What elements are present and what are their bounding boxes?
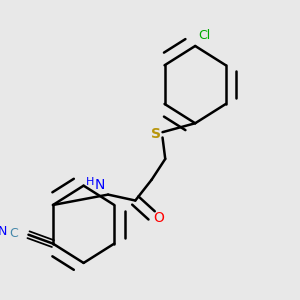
- Text: N: N: [95, 178, 105, 192]
- Text: S: S: [151, 127, 161, 141]
- Text: H: H: [86, 177, 94, 187]
- Text: N: N: [0, 225, 7, 238]
- Text: Cl: Cl: [198, 28, 210, 41]
- Text: C: C: [9, 227, 18, 240]
- Text: O: O: [153, 212, 164, 225]
